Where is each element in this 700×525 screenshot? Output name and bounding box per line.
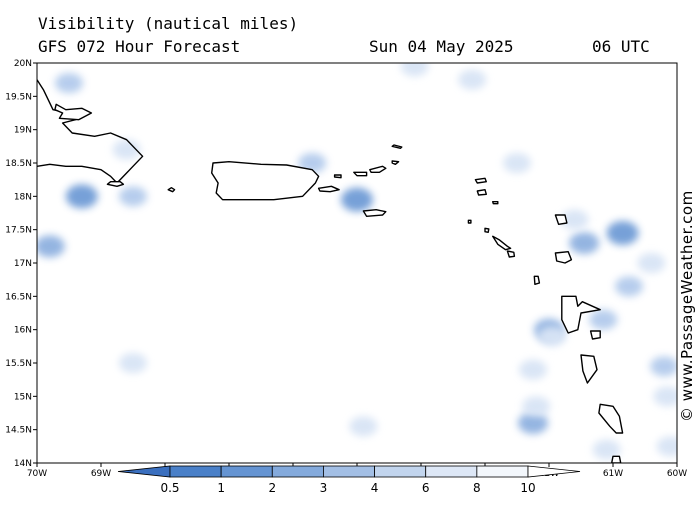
lat-tick-label: 20N xyxy=(14,59,32,69)
island-st-barth xyxy=(492,201,499,205)
lat-tick-label: 16.5N xyxy=(5,292,32,302)
colorbar-label: 0.5 xyxy=(160,481,179,495)
island-st-martin xyxy=(476,189,487,196)
island-anguilla xyxy=(474,177,487,184)
island-marie-galante xyxy=(589,330,601,340)
low-visibility-patch xyxy=(538,326,567,347)
forecast-time: 06 UTC xyxy=(592,37,650,56)
low-visibility-patch xyxy=(65,184,98,209)
lat-tick-label: 18N xyxy=(14,192,32,202)
map-subtitle: GFS 072 Hour Forecast xyxy=(38,37,241,56)
low-visibility-patch xyxy=(653,386,677,407)
colorbar-label: 2 xyxy=(268,481,276,495)
island-st-eustatius xyxy=(484,227,490,233)
colorbar-min-arrow xyxy=(117,465,171,478)
island-dominica xyxy=(580,354,598,384)
island-guadeloupe xyxy=(561,295,601,334)
island-montserrat xyxy=(533,275,541,285)
lat-tick-label: 19N xyxy=(14,126,32,136)
lat-tick-label: 19.5N xyxy=(5,92,32,102)
coastlines xyxy=(37,79,624,463)
low-visibility-patch xyxy=(522,396,551,417)
island-antigua xyxy=(554,251,573,264)
island-samana xyxy=(54,103,93,121)
colorbar-label: 6 xyxy=(422,481,430,495)
lat-tick-label: 15N xyxy=(14,392,32,402)
island-nevis xyxy=(506,250,516,258)
island-st-lucia xyxy=(611,455,622,463)
lon-tick-label: 69W xyxy=(91,469,111,479)
low-visibility-patch xyxy=(615,276,643,297)
lat-tick-label: 14.5N xyxy=(5,426,32,436)
colorbar-segment xyxy=(425,465,478,478)
lat-tick-label: 17.5N xyxy=(5,226,32,236)
lat-tick-label: 16N xyxy=(14,326,32,336)
island-martinique xyxy=(598,403,624,434)
island-anegada xyxy=(391,144,403,149)
forecast-date: Sun 04 May 2025 xyxy=(369,37,514,56)
colorbar-segment xyxy=(169,465,222,478)
low-visibility-patch xyxy=(37,235,65,258)
island-puerto-rico xyxy=(211,161,320,201)
colorbar-label: 10 xyxy=(520,481,535,495)
low-visibility-patch xyxy=(458,69,487,90)
low-visibility-patch xyxy=(519,359,547,380)
low-visibility-patch xyxy=(518,412,548,434)
island-barbuda xyxy=(554,214,568,225)
low-visibility-patch xyxy=(119,353,147,373)
low-visibility-patch xyxy=(400,63,429,77)
lat-tick-label: 17N xyxy=(14,259,32,269)
low-visibility-patch xyxy=(606,221,639,245)
colorbar-label: 8 xyxy=(473,481,481,495)
latitude-axis: 14N 14.5N 15N 15.5N 16N 16.5N 17N 17.5N 18N 18.5N… xyxy=(5,59,37,469)
low-visibility-patch xyxy=(55,73,83,93)
colorbar-segment xyxy=(374,465,427,478)
island-saona xyxy=(106,181,125,187)
low-visibility-patch xyxy=(119,186,147,207)
island-culebra xyxy=(333,174,342,179)
island-st-croix xyxy=(362,209,387,217)
low-visibility-patch xyxy=(112,139,141,160)
low-visibility-patch xyxy=(650,356,677,377)
low-visibility-patch xyxy=(569,232,600,254)
island-virgin-gorda xyxy=(391,160,400,165)
colorbar-segment xyxy=(220,465,273,478)
low-visibility-patch xyxy=(503,153,531,173)
low-visibility-patch xyxy=(656,436,677,457)
lat-tick-label: 18.5N xyxy=(5,159,32,169)
colorbar-segment xyxy=(476,465,529,478)
lon-tick-label: 61W xyxy=(603,469,623,479)
low-visibility-patch xyxy=(589,309,618,330)
low-visibility-patch xyxy=(637,253,666,273)
colorbar-segment xyxy=(271,465,324,478)
low-visibility-patch xyxy=(592,439,621,460)
low-visibility-patch xyxy=(349,416,378,437)
visibility-patches xyxy=(37,63,677,460)
island-vieques xyxy=(317,185,340,193)
island-st-thomas xyxy=(353,171,368,177)
lat-tick-label: 15.5N xyxy=(5,359,32,369)
low-visibility-patch xyxy=(341,187,373,212)
colorbar-label: 3 xyxy=(320,481,328,495)
low-visibility-patch xyxy=(560,209,589,230)
colorbar-max-arrow xyxy=(527,465,581,478)
colorbar-label: 1 xyxy=(217,481,225,495)
colorbar-label: 4 xyxy=(371,481,379,495)
island-saba xyxy=(467,219,472,224)
lon-tick-label: 60W xyxy=(667,469,687,479)
island-st-kitts xyxy=(492,235,512,251)
island-st-john-tortola xyxy=(369,165,387,173)
lat-tick-label: 14N xyxy=(14,459,32,469)
map-background xyxy=(37,63,677,463)
colorbar-segment xyxy=(323,465,375,478)
map-title: Visibility (nautical miles) xyxy=(38,14,299,33)
colorbar: 0.5 1 2 3 4 6 8 10 xyxy=(117,465,581,495)
island-mona xyxy=(167,187,176,193)
lon-tick-label: 70W xyxy=(27,469,47,479)
